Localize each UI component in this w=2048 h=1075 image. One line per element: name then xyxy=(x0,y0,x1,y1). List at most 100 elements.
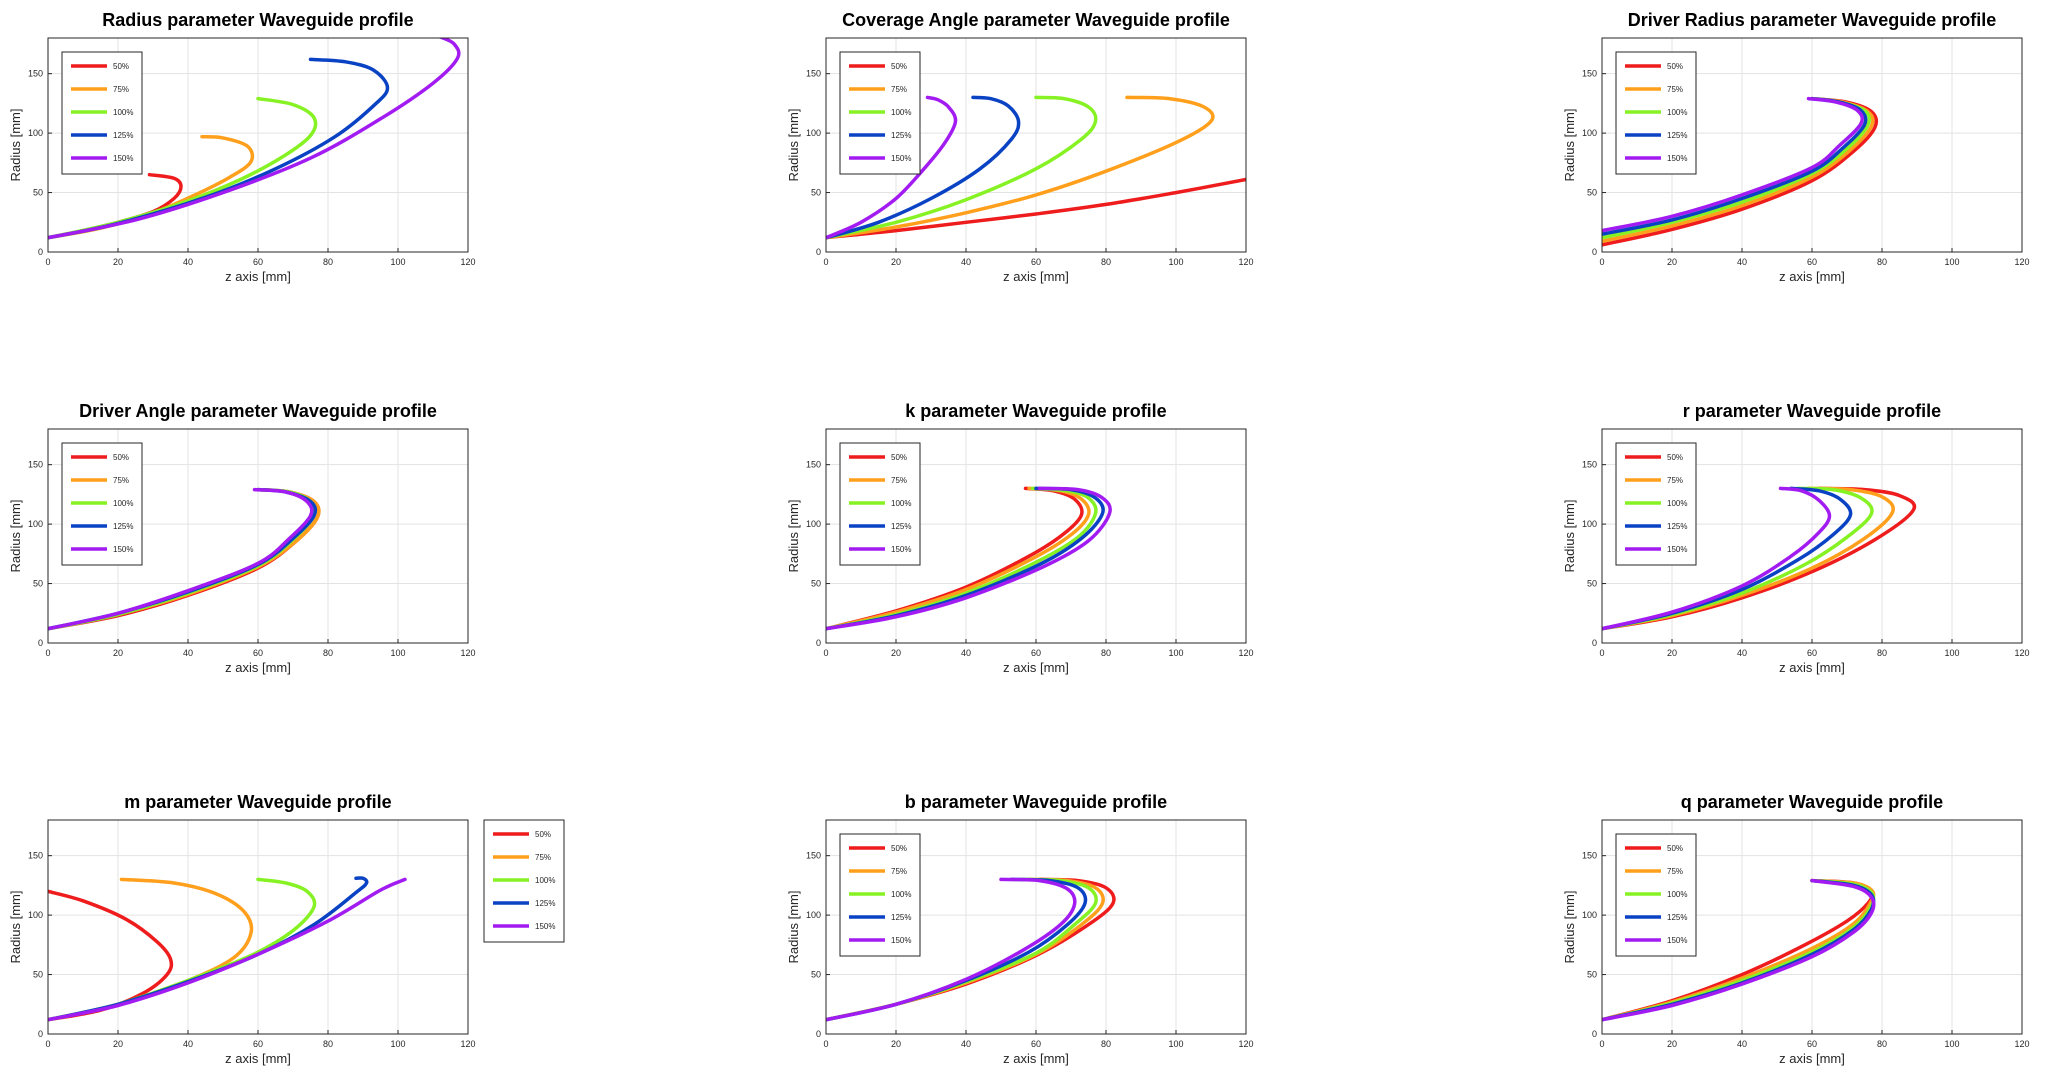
x-axis-label: z axis [mm] xyxy=(1003,660,1069,675)
x-tick-label: 100 xyxy=(390,1039,405,1049)
x-tick-label: 60 xyxy=(253,648,263,658)
legend-label: 100% xyxy=(891,108,911,117)
y-tick-label: 50 xyxy=(33,579,43,589)
legend-label: 50% xyxy=(1667,62,1683,71)
legend-label: 50% xyxy=(891,453,907,462)
series-line-50% xyxy=(826,177,1246,240)
x-tick-label: 20 xyxy=(891,257,901,267)
y-tick-label: 50 xyxy=(811,188,821,198)
y-tick-label: 50 xyxy=(33,970,43,980)
x-tick-label: 100 xyxy=(1944,257,1959,267)
legend-label: 100% xyxy=(891,499,911,508)
y-axis-label: Radius [mm] xyxy=(786,891,801,964)
x-axis-label: z axis [mm] xyxy=(1779,1051,1845,1066)
legend-label: 125% xyxy=(891,522,911,531)
series-line-150% xyxy=(1602,486,1832,631)
y-tick-label: 100 xyxy=(806,910,821,920)
series-line-125% xyxy=(826,95,1021,240)
x-tick-label: 0 xyxy=(45,257,50,267)
x-tick-label: 120 xyxy=(2014,1039,2029,1049)
x-axis-label: z axis [mm] xyxy=(1779,660,1845,675)
y-tick-label: 100 xyxy=(28,128,43,138)
legend: 50% 75% 100% 125% 150% xyxy=(839,833,921,957)
x-tick-label: 40 xyxy=(961,648,971,658)
x-axis-label: z axis [mm] xyxy=(1003,1051,1069,1066)
x-tick-label: 80 xyxy=(1101,1039,1111,1049)
y-tick-label: 100 xyxy=(1582,128,1597,138)
legend-label: 100% xyxy=(113,108,133,117)
y-tick-label: 100 xyxy=(28,519,43,529)
legend: 50% 75% 100% 125% 150% xyxy=(1615,442,1697,566)
chart-title: b parameter Waveguide profile xyxy=(905,792,1167,812)
y-tick-label: 0 xyxy=(1592,247,1597,257)
x-tick-label: 20 xyxy=(113,648,123,658)
chart-title: q parameter Waveguide profile xyxy=(1681,792,1943,812)
x-tick-label: 0 xyxy=(823,648,828,658)
legend-label: 50% xyxy=(1667,844,1683,853)
y-tick-label: 0 xyxy=(816,247,821,257)
legend: 50% 75% 100% 125% 150% xyxy=(483,819,565,943)
x-tick-label: 20 xyxy=(891,648,901,658)
x-tick-label: 40 xyxy=(183,257,193,267)
chart-panel-3: 0 20 40 60 80 100 120 0 50 100 150 Driver Radius pa… xyxy=(1562,10,2030,284)
legend: 50% 75% 100% 125% 150% xyxy=(839,51,921,175)
chart-title: m parameter Waveguide profile xyxy=(124,792,391,812)
legend-label: 100% xyxy=(1667,499,1687,508)
series-group xyxy=(826,877,1116,1022)
legend-label: 75% xyxy=(535,853,551,862)
x-tick-label: 0 xyxy=(1599,257,1604,267)
legend-label: 125% xyxy=(891,131,911,140)
y-tick-label: 0 xyxy=(1592,1029,1597,1039)
chart-title: r parameter Waveguide profile xyxy=(1683,401,1941,421)
y-tick-label: 0 xyxy=(38,247,43,257)
y-tick-label: 0 xyxy=(38,638,43,648)
x-tick-label: 40 xyxy=(183,1039,193,1049)
legend-label: 100% xyxy=(891,890,911,899)
chart-panel-4: 0 20 40 60 80 100 120 0 50 100 150 Driver Angle par… xyxy=(8,401,476,675)
x-axis-label: z axis [mm] xyxy=(225,660,291,675)
series-group xyxy=(1602,96,1879,247)
y-tick-label: 0 xyxy=(816,1029,821,1039)
x-tick-label: 40 xyxy=(961,257,971,267)
x-tick-label: 60 xyxy=(1807,1039,1817,1049)
legend-label: 150% xyxy=(113,154,133,163)
x-tick-label: 40 xyxy=(1737,257,1747,267)
legend-label: 125% xyxy=(1667,522,1687,531)
legend-label: 100% xyxy=(1667,108,1687,117)
legend-label: 75% xyxy=(891,476,907,485)
x-tick-label: 120 xyxy=(460,648,475,658)
legend-label: 150% xyxy=(535,922,555,931)
legend-label: 50% xyxy=(891,844,907,853)
y-tick-label: 50 xyxy=(1587,970,1597,980)
chart-panel-6: 0 20 40 60 80 100 120 0 50 100 150 r parameter Wave… xyxy=(1562,401,2030,675)
y-tick-label: 50 xyxy=(811,579,821,589)
legend-label: 75% xyxy=(891,867,907,876)
legend: 50% 75% 100% 125% 150% xyxy=(61,442,143,566)
series-line-150% xyxy=(826,95,958,240)
y-tick-label: 100 xyxy=(28,910,43,920)
legend-label: 50% xyxy=(535,830,551,839)
y-axis-label: Radius [mm] xyxy=(8,891,23,964)
y-tick-label: 150 xyxy=(806,851,821,861)
y-tick-label: 150 xyxy=(806,69,821,79)
chart-panel-1: 0 20 40 60 80 100 120 0 50 100 150 Radius parameter… xyxy=(8,10,476,284)
series-line-150% xyxy=(1602,96,1865,233)
legend-label: 75% xyxy=(1667,867,1683,876)
legend-label: 100% xyxy=(113,499,133,508)
chart-title: Coverage Angle parameter Waveguide profi… xyxy=(842,10,1230,30)
x-tick-label: 100 xyxy=(390,257,405,267)
legend-label: 125% xyxy=(891,913,911,922)
legend-label: 75% xyxy=(113,85,129,94)
x-tick-label: 20 xyxy=(1667,1039,1677,1049)
x-tick-label: 20 xyxy=(113,257,123,267)
legend-label: 150% xyxy=(113,545,133,554)
x-tick-label: 0 xyxy=(1599,648,1604,658)
y-tick-label: 100 xyxy=(1582,910,1597,920)
x-axis-label: z axis [mm] xyxy=(1779,269,1845,284)
x-tick-label: 120 xyxy=(460,257,475,267)
legend-label: 125% xyxy=(113,522,133,531)
legend: 50% 75% 100% 125% 150% xyxy=(839,442,921,566)
legend-label: 75% xyxy=(113,476,129,485)
x-tick-label: 120 xyxy=(1238,1039,1253,1049)
y-axis-label: Radius [mm] xyxy=(786,500,801,573)
